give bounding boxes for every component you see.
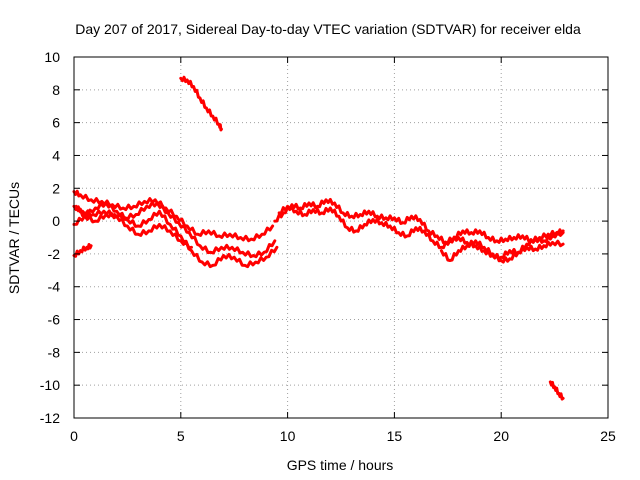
satellite-track-1 — [72, 189, 275, 243]
y-tick-label: 6 — [52, 115, 60, 131]
tick-layer: 0 5 10 15 20 25 -12 -10 -8 -6 -4 -2 0 2 4 6 8 10 — [40, 49, 616, 444]
y-tick-label: 0 — [52, 213, 60, 229]
x-tick-label: 10 — [280, 428, 296, 444]
satellite-track-8 — [72, 243, 93, 258]
x-tick-label: 0 — [70, 428, 78, 444]
y-tick-label: 8 — [52, 82, 60, 98]
satellite-track-5 — [273, 197, 565, 245]
y-tick-label: 10 — [44, 49, 60, 65]
y-tick-label: 2 — [52, 180, 60, 196]
y-tick-label: -2 — [48, 246, 61, 262]
grid-layer — [74, 57, 608, 418]
satellite-track-10 — [548, 380, 565, 401]
satellite-track-4 — [74, 204, 193, 250]
x-tick-label: 5 — [177, 428, 185, 444]
x-tick-label: 25 — [600, 428, 616, 444]
y-tick-label: 4 — [52, 147, 60, 163]
y-tick-label: -4 — [48, 279, 61, 295]
plot-frame — [73, 56, 609, 419]
y-tick-label: -6 — [48, 312, 61, 328]
series-layer — [72, 75, 565, 401]
y-tick-label: -12 — [40, 410, 60, 426]
satellite-track-7 — [439, 230, 565, 264]
satellite-track-6 — [277, 204, 565, 261]
y-tick-label: -10 — [40, 377, 60, 393]
satellite-track-9 — [179, 75, 223, 132]
satellite-track-3 — [72, 201, 279, 269]
x-axis-label: GPS time / hours — [287, 457, 394, 473]
x-tick-label: 20 — [493, 428, 509, 444]
x-tick-label: 15 — [387, 428, 403, 444]
y-tick-label: -8 — [48, 344, 61, 360]
chart-title: Day 207 of 2017, Sidereal Day-to-day VTE… — [75, 21, 581, 37]
y-axis-label: SDTVAR / TECUs — [6, 182, 22, 294]
